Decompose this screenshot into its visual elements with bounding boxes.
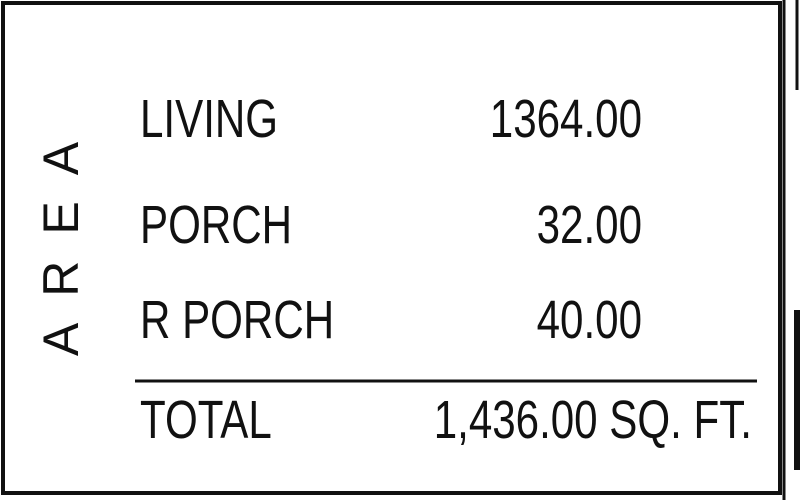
edge-mark bbox=[794, 310, 800, 470]
side-label-group: AREA bbox=[33, 116, 89, 356]
frame bbox=[1, 1, 782, 495]
row-value: 40.00 bbox=[537, 290, 642, 350]
row-label: PORCH bbox=[140, 195, 292, 255]
row-label: R PORCH bbox=[140, 290, 334, 350]
row-value: 1364.00 bbox=[490, 89, 642, 149]
total-value: 1,436.00 SQ. FT. bbox=[434, 390, 752, 450]
side-label: AREA bbox=[33, 116, 89, 356]
row-label: LIVING bbox=[140, 89, 278, 149]
row-value: 32.00 bbox=[537, 195, 642, 255]
total-label: TOTAL bbox=[140, 390, 272, 450]
rows: LIVING 1364.00 PORCH 32.00 R PORCH 40.00 TOTAL… bbox=[140, 89, 752, 450]
